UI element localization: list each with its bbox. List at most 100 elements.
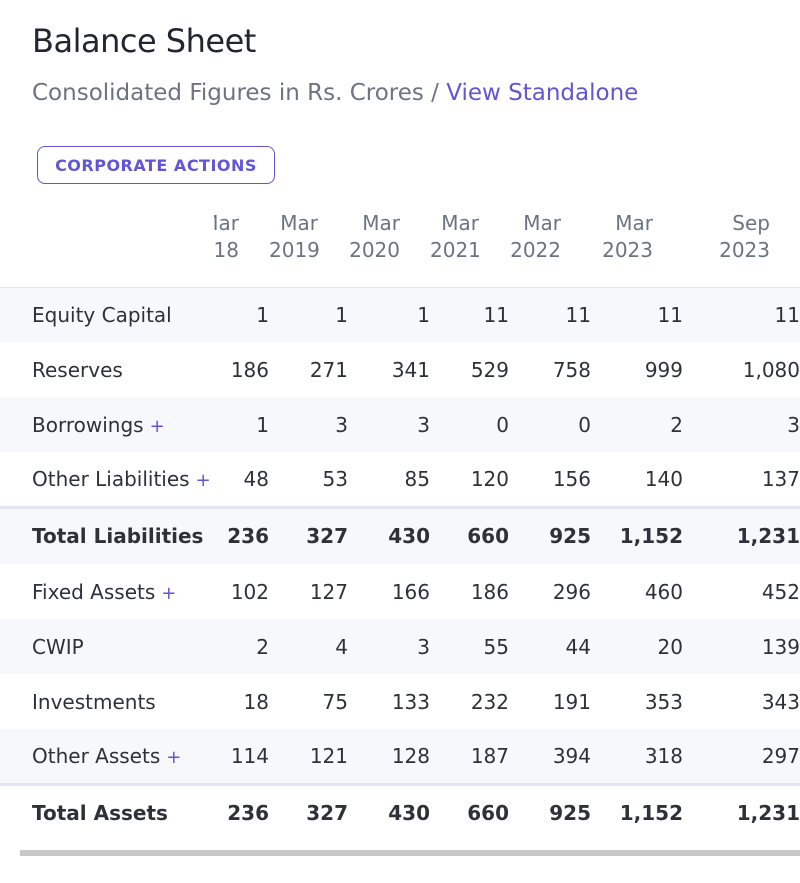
value-cell: 85 bbox=[404, 466, 430, 491]
value-cell: 18 bbox=[243, 689, 269, 714]
column-header: Mar 2023 bbox=[591, 210, 683, 288]
column-header: Mar 2019 bbox=[269, 210, 348, 288]
row-label: Borrowings bbox=[32, 412, 144, 437]
value-cell: 187 bbox=[430, 729, 509, 784]
value-cell: 11 bbox=[430, 287, 509, 342]
value-cell: 1,152 bbox=[591, 782, 683, 841]
table-row: Other Assets +114 121 128 187 394 318 297 bbox=[0, 729, 800, 784]
column-month: Sep bbox=[732, 211, 770, 235]
value-cell: 11 bbox=[683, 287, 800, 342]
value-cell: 297 bbox=[683, 729, 800, 784]
horizontal-scrollbar[interactable] bbox=[20, 850, 800, 856]
value-cell: 529 bbox=[470, 357, 509, 382]
row-label-cell[interactable]: Other Liabilities + bbox=[0, 452, 214, 507]
value-cell: 53 bbox=[322, 466, 348, 491]
value-cell: 4 bbox=[269, 619, 348, 674]
row-label-cell[interactable]: Borrowings + bbox=[0, 397, 214, 452]
row-label-cell: Total Liabilities bbox=[0, 505, 214, 564]
value-cell: 1,231 bbox=[683, 505, 800, 564]
value-cell: 430 bbox=[348, 505, 430, 564]
value-cell: 353 bbox=[644, 689, 683, 714]
value-cell: 341 bbox=[391, 357, 430, 382]
value-cell: 11 bbox=[591, 287, 683, 342]
column-year: 2023 bbox=[602, 238, 653, 262]
table-row: Other Liabilities +48 53 85 120 156 140 137 bbox=[0, 452, 800, 507]
value-cell: 2 bbox=[591, 397, 683, 452]
value-cell: 660 bbox=[430, 782, 509, 841]
column-month: Mar bbox=[362, 211, 400, 235]
value-cell: 343 bbox=[761, 689, 800, 714]
table-row: Borrowings +1 3 3 0 0 2 3 bbox=[0, 397, 800, 452]
value-cell: 11 bbox=[509, 287, 591, 342]
row-label: Equity Capital bbox=[32, 302, 172, 327]
value-cell: 3 bbox=[348, 619, 430, 674]
value-cell: 460 bbox=[644, 579, 683, 604]
value-cell: 121 bbox=[269, 729, 348, 784]
column-month: Mar bbox=[523, 211, 561, 235]
table-row: Investments 18 75 133 232 191 353 343 bbox=[0, 674, 800, 729]
value-cell: 327 bbox=[269, 782, 348, 841]
table-row: Fixed Assets +102 127 166 186 296 460 452 bbox=[0, 564, 800, 619]
column-header: Mar 2021 bbox=[430, 210, 509, 288]
value-cell: 137 bbox=[761, 466, 800, 491]
value-cell: 271 bbox=[309, 357, 348, 382]
view-standalone-link[interactable]: View Standalone bbox=[446, 80, 639, 106]
value-cell: 0 bbox=[430, 397, 509, 452]
value-cell: 925 bbox=[509, 505, 591, 564]
row-label-cell[interactable]: Fixed Assets + bbox=[0, 564, 214, 619]
corporate-actions-button[interactable]: CORPORATE ACTIONS bbox=[37, 146, 275, 184]
column-header: Mar 2022 bbox=[509, 210, 591, 288]
expand-plus-icon[interactable]: + bbox=[161, 582, 177, 604]
page-title: Balance Sheet bbox=[32, 22, 256, 60]
value-cell: 318 bbox=[591, 729, 683, 784]
expand-plus-icon[interactable]: + bbox=[149, 415, 165, 437]
column-month: Mar bbox=[214, 211, 239, 235]
value-cell: 140 bbox=[644, 466, 683, 491]
value-cell: 296 bbox=[552, 579, 591, 604]
table-row: Total Assets 236 327 430 660 925 1,152 1,231 bbox=[0, 782, 800, 841]
value-cell: 1 bbox=[348, 287, 430, 342]
row-label: Total Liabilities bbox=[32, 524, 204, 549]
column-year: 2023 bbox=[719, 238, 770, 262]
value-cell: 191 bbox=[552, 689, 591, 714]
header-label-cell bbox=[0, 210, 214, 288]
value-cell: 236 bbox=[214, 782, 269, 841]
value-cell: 236 bbox=[214, 505, 269, 564]
column-month: Mar bbox=[280, 211, 318, 235]
value-cell: 1,080 bbox=[742, 357, 800, 382]
subtitle-text: Consolidated Figures in Rs. Crores / bbox=[32, 80, 447, 106]
expand-plus-icon[interactable]: + bbox=[195, 469, 211, 491]
value-cell: 2 bbox=[214, 619, 269, 674]
column-year: 2018 bbox=[214, 238, 239, 262]
value-cell: 55 bbox=[430, 619, 509, 674]
row-label: Other Liabilities bbox=[32, 466, 190, 491]
row-label-cell[interactable]: Other Assets + bbox=[0, 729, 214, 784]
value-cell: 660 bbox=[430, 505, 509, 564]
column-header: Mar 2020 bbox=[348, 210, 430, 288]
value-cell: 166 bbox=[391, 579, 430, 604]
row-label-cell: Equity Capital bbox=[0, 287, 214, 342]
row-label: CWIP bbox=[32, 634, 84, 659]
column-header: Mar 2018 bbox=[214, 210, 269, 288]
column-year: 2019 bbox=[269, 238, 320, 262]
row-label: Other Assets bbox=[32, 743, 161, 768]
value-cell: 114 bbox=[214, 729, 269, 784]
row-label: Fixed Assets bbox=[32, 579, 156, 604]
value-cell: 156 bbox=[552, 466, 591, 491]
value-cell: 127 bbox=[309, 579, 348, 604]
column-year: 2022 bbox=[510, 238, 561, 262]
value-cell: 20 bbox=[591, 619, 683, 674]
expand-plus-icon[interactable]: + bbox=[166, 746, 182, 768]
row-label-cell: Total Assets bbox=[0, 782, 214, 841]
value-cell: 3 bbox=[269, 397, 348, 452]
column-month: Mar bbox=[441, 211, 479, 235]
value-cell: 232 bbox=[470, 689, 509, 714]
value-cell: 120 bbox=[470, 466, 509, 491]
table-row: Total Liabilities 236 327 430 660 925 1,152 1,2… bbox=[0, 505, 800, 564]
value-cell: 133 bbox=[391, 689, 430, 714]
value-cell: 75 bbox=[322, 689, 348, 714]
value-cell: 1,231 bbox=[683, 782, 800, 841]
value-cell: 1 bbox=[269, 287, 348, 342]
